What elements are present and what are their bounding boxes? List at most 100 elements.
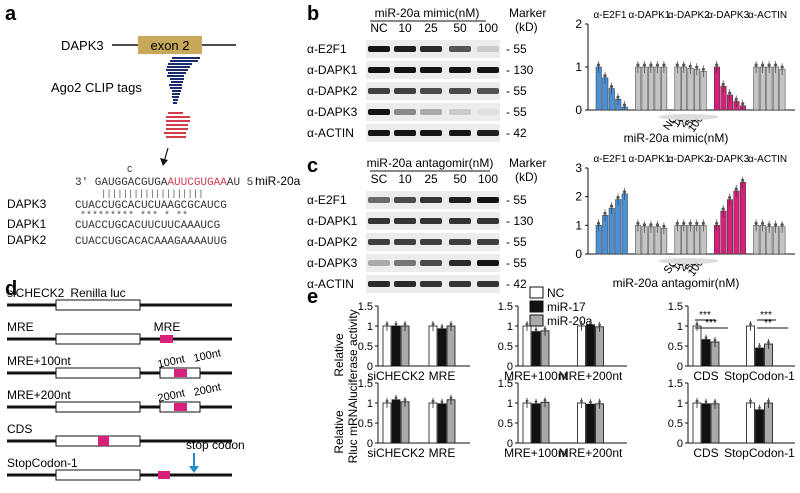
e-dot — [403, 398, 407, 402]
c-lane-labels: SC 10 25 50 100 — [371, 172, 499, 186]
row-dapk3-seq: CUACCUGCACUCUAAGCGCAUCG — [75, 200, 227, 212]
blot-band — [477, 88, 499, 94]
blot-band — [449, 197, 471, 203]
sig-3: *** — [760, 310, 772, 321]
lane-label: 100 — [478, 21, 498, 35]
bar — [694, 68, 701, 111]
blot-band — [368, 130, 390, 136]
data-dot — [728, 91, 732, 95]
clip-tag-red — [166, 128, 188, 130]
data-dot — [655, 223, 660, 227]
data-dot — [695, 65, 699, 69]
nt-label-left: 200nt — [157, 387, 186, 404]
y-tick-label: 1 — [575, 60, 582, 74]
blot-name: α-E2F1 — [307, 193, 347, 207]
e-dot — [713, 400, 717, 404]
blot-band — [420, 260, 442, 266]
e-dot — [589, 400, 592, 404]
bar — [759, 66, 766, 111]
blot-band — [368, 281, 390, 287]
row-dapk1-seq: CUACCUGCACUUCUUCAAAUCG — [75, 220, 220, 232]
data-dot — [642, 223, 647, 227]
data-dot — [688, 64, 692, 68]
data-dot — [741, 178, 745, 182]
exon-box — [138, 36, 202, 54]
e-y-tick-label: 0 — [677, 438, 683, 450]
e-dot — [749, 322, 752, 326]
e-dot — [598, 323, 601, 327]
clip-tag-navy — [168, 63, 192, 65]
nt-label-left: 100nt — [157, 353, 186, 370]
lane-label: 50 — [453, 21, 467, 35]
blot-band — [368, 218, 390, 224]
sig-2: *** — [705, 318, 717, 329]
blot-band — [420, 239, 442, 245]
c-marker-header: Marker — [509, 156, 546, 170]
blot-band — [420, 67, 442, 73]
blot-band — [449, 109, 471, 115]
e-dot — [534, 328, 538, 331]
construct-name: CDS — [7, 422, 32, 436]
data-dot — [609, 204, 614, 208]
e-y-tick-label: 0.5 — [498, 341, 513, 353]
data-dot — [701, 67, 705, 71]
e-y-tick-label: 1 — [507, 398, 513, 410]
e-dot — [543, 327, 547, 331]
data-dot — [721, 207, 725, 211]
group-label: α-DAPK3 — [707, 154, 749, 165]
bar — [733, 190, 740, 255]
marker-label: - 55 — [506, 256, 527, 270]
lane-label: 25 — [424, 21, 438, 35]
clip-tag-red — [166, 120, 190, 122]
blot-band — [449, 239, 471, 245]
e-category-label: StopCodon-1 — [724, 446, 795, 460]
blot-band — [394, 218, 416, 224]
data-dot — [636, 63, 640, 67]
lane-label: 10 — [398, 172, 412, 186]
e-bar — [701, 403, 711, 444]
e-bar — [710, 403, 720, 444]
e-bar — [446, 399, 456, 444]
lane-label: 10 — [398, 21, 412, 35]
e-bar — [586, 324, 595, 367]
clip-tag-red — [166, 124, 188, 126]
panel-a-label: a — [5, 3, 17, 25]
marker-label: - 55 — [506, 42, 527, 56]
e-dot — [449, 322, 453, 326]
e-y-tick-label: 0.5 — [668, 418, 683, 430]
luc-box — [55, 299, 141, 311]
data-dot — [609, 84, 614, 89]
e-dot — [713, 338, 717, 342]
group-label: α-DAPK2 — [668, 10, 710, 21]
e-category-label: siCHECK2 — [367, 369, 425, 383]
e-dot — [440, 325, 444, 329]
luc-box — [55, 333, 141, 345]
blot-band — [477, 239, 499, 245]
e-y-tick-label: 0 — [507, 361, 513, 373]
e-dot — [525, 322, 529, 326]
data-dot — [734, 187, 738, 191]
e-category-label: StopCodon-1 — [724, 369, 795, 383]
mre-label: MRE — [154, 320, 181, 334]
bar — [635, 66, 642, 111]
clip-tags — [164, 57, 200, 138]
data-dot — [774, 63, 778, 67]
gene-label: DAPK3 — [61, 38, 104, 53]
e-bar — [531, 403, 541, 444]
e-dot — [580, 322, 583, 326]
y-tick-label: 0 — [575, 103, 582, 117]
legend-swatch-nc — [529, 286, 544, 299]
legend-swatch-mir17 — [529, 300, 544, 313]
blot-name: α-E2F1 — [307, 42, 347, 56]
bar — [739, 182, 746, 255]
e-category-label: CDS — [693, 446, 718, 460]
group-label: α-DAPK1 — [628, 154, 670, 165]
group-label: α-DAPK3 — [707, 10, 749, 21]
chart-b-xlabel: miR-20a mimic(nM) — [624, 131, 729, 145]
stop-arrowhead — [189, 466, 199, 473]
data-dot — [622, 190, 627, 194]
blot-name: α-DAPK3 — [307, 256, 358, 270]
data-dot — [682, 63, 686, 67]
blot-band — [449, 67, 471, 73]
clip-tag-navy — [171, 81, 183, 83]
